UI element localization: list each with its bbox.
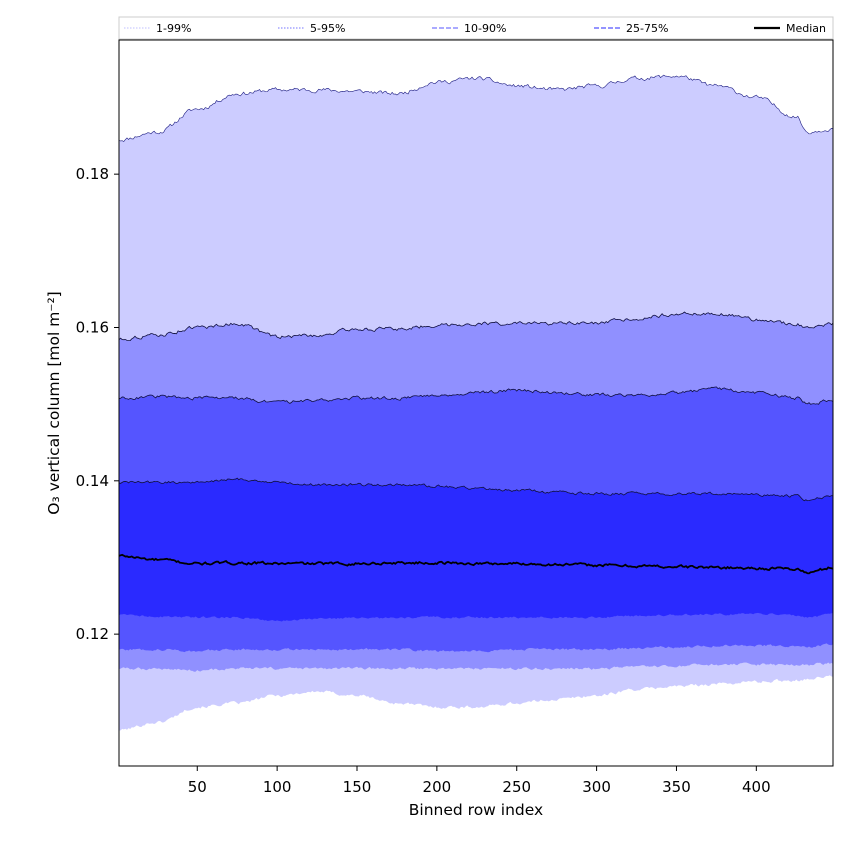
x-tick-label: 350 [662, 778, 691, 796]
x-tick-label: 200 [423, 778, 452, 796]
band-edge-1-99% [119, 74, 833, 142]
y-axis: 0.12 0.14 0.16 0.18 [76, 165, 119, 643]
legend: 1-99% 5-95% 10-90% 25-75% Median [118, 16, 834, 40]
median-line [119, 553, 833, 575]
band-edge-5-95% [119, 311, 833, 342]
legend-label: 1-99% [156, 22, 191, 35]
band-layer [119, 74, 833, 731]
x-tick-label: 150 [343, 778, 372, 796]
x-tick-label: 100 [263, 778, 292, 796]
legend-label: 10-90% [464, 22, 506, 35]
x-tick-label: 250 [502, 778, 531, 796]
median-layer [119, 553, 833, 575]
legend-label: Median [786, 22, 826, 35]
band-edge-10-90% [119, 386, 833, 405]
legend-box [118, 16, 834, 40]
legend-label: 5-95% [310, 22, 345, 35]
y-axis-label: O₃ vertical column [mol m⁻²] [45, 291, 63, 514]
y-tick-label: 0.16 [76, 318, 109, 336]
x-tick-label: 400 [742, 778, 771, 796]
x-tick-label: 50 [188, 778, 207, 796]
y-tick-label: 0.14 [76, 472, 109, 490]
x-tick-label: 300 [582, 778, 611, 796]
y-tick-label: 0.18 [76, 165, 109, 183]
plot-frame [118, 39, 834, 767]
band-25-75% [119, 478, 833, 622]
legend-label: 25-75% [626, 22, 668, 35]
band-edge-25-75% [119, 477, 833, 502]
x-axis: 50 100 150 200 250 300 350 400 [188, 766, 771, 796]
y-tick-label: 0.12 [76, 625, 109, 643]
legend-items: 1-99% 5-95% 10-90% 25-75% Median [124, 22, 826, 35]
x-axis-label: Binned row index [409, 801, 543, 819]
